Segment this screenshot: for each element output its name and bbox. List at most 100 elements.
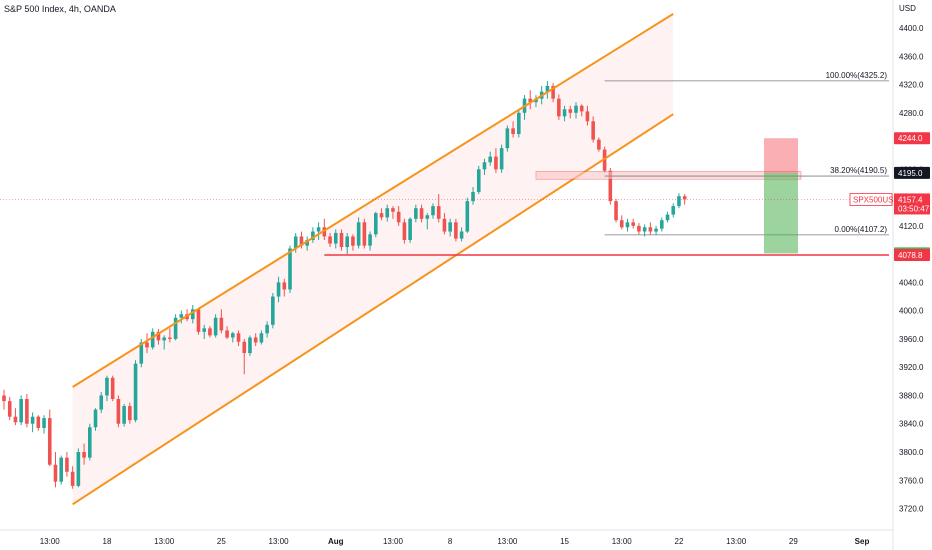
- candle[interactable]: [145, 333, 149, 354]
- candle[interactable]: [179, 310, 184, 324]
- candle[interactable]: [162, 335, 166, 350]
- candle[interactable]: [482, 158, 487, 175]
- candle[interactable]: [105, 375, 109, 402]
- candle[interactable]: [368, 231, 372, 251]
- candle[interactable]: [116, 395, 121, 428]
- support-price-tag[interactable]: 4078.8: [894, 248, 930, 261]
- candle[interactable]: [19, 395, 23, 426]
- candle[interactable]: [231, 331, 235, 343]
- candle[interactable]: [396, 206, 401, 226]
- candle[interactable]: [82, 443, 86, 465]
- candle[interactable]: [585, 105, 590, 126]
- candle[interactable]: [213, 314, 218, 338]
- candle[interactable]: [328, 232, 332, 248]
- candle[interactable]: [42, 415, 46, 434]
- candle[interactable]: [110, 375, 115, 402]
- candle[interactable]: [333, 229, 338, 249]
- candle[interactable]: [665, 211, 670, 223]
- candle[interactable]: [356, 217, 361, 249]
- candle[interactable]: [476, 165, 481, 195]
- candle[interactable]: [528, 90, 533, 110]
- candle[interactable]: [53, 452, 58, 488]
- candle[interactable]: [248, 335, 252, 356]
- candle[interactable]: [122, 403, 126, 427]
- candle[interactable]: [505, 125, 510, 152]
- candle[interactable]: [551, 83, 555, 103]
- candle[interactable]: [568, 105, 573, 119]
- candle[interactable]: [128, 402, 132, 424]
- candle[interactable]: [271, 293, 275, 329]
- candle[interactable]: [648, 222, 653, 235]
- candle[interactable]: [442, 213, 447, 235]
- candle[interactable]: [465, 197, 470, 233]
- candle[interactable]: [408, 217, 412, 243]
- candle[interactable]: [93, 408, 98, 431]
- candle[interactable]: [76, 448, 81, 488]
- candle[interactable]: [351, 234, 355, 251]
- candle[interactable]: [13, 408, 18, 426]
- candle[interactable]: [391, 206, 395, 219]
- candle[interactable]: [436, 194, 441, 223]
- candle[interactable]: [339, 229, 344, 251]
- candle[interactable]: [419, 204, 424, 223]
- candle[interactable]: [591, 116, 595, 143]
- candle[interactable]: [579, 104, 584, 117]
- candle[interactable]: [614, 199, 618, 223]
- candle[interactable]: [265, 321, 269, 338]
- candle[interactable]: [454, 218, 458, 242]
- candle[interactable]: [88, 423, 92, 461]
- candle[interactable]: [190, 305, 195, 324]
- candle[interactable]: [385, 204, 390, 222]
- candle[interactable]: [47, 409, 52, 467]
- candle[interactable]: [242, 338, 247, 375]
- candle[interactable]: [494, 148, 498, 173]
- candle[interactable]: [625, 218, 630, 232]
- candle[interactable]: [99, 391, 104, 414]
- candle[interactable]: [471, 187, 475, 205]
- candle[interactable]: [642, 224, 647, 237]
- candle[interactable]: [236, 330, 241, 346]
- candle[interactable]: [168, 328, 172, 343]
- candle[interactable]: [374, 211, 378, 238]
- candle[interactable]: [637, 223, 641, 235]
- candle[interactable]: [677, 193, 681, 209]
- candle[interactable]: [425, 213, 430, 230]
- candle[interactable]: [660, 217, 664, 232]
- candle[interactable]: [59, 455, 63, 485]
- channel-upper-line[interactable]: [72, 13, 674, 388]
- candle[interactable]: [133, 360, 138, 423]
- candle[interactable]: [202, 324, 206, 339]
- candle[interactable]: [2, 389, 6, 410]
- candle[interactable]: [282, 278, 287, 297]
- candle[interactable]: [379, 208, 384, 221]
- candle[interactable]: [156, 329, 161, 345]
- candle[interactable]: [414, 204, 418, 223]
- candle[interactable]: [259, 330, 264, 345]
- candle[interactable]: [557, 94, 561, 120]
- candle[interactable]: [362, 218, 367, 249]
- stop-zone[interactable]: [764, 138, 798, 173]
- candle[interactable]: [65, 452, 69, 477]
- candle[interactable]: [402, 218, 407, 244]
- candle[interactable]: [219, 309, 224, 334]
- candle[interactable]: [534, 95, 538, 108]
- target-zone[interactable]: [764, 172, 798, 254]
- candle[interactable]: [276, 276, 281, 303]
- candle[interactable]: [305, 236, 309, 251]
- entry-price-tag[interactable]: 4195.0: [894, 166, 930, 179]
- candle[interactable]: [545, 81, 550, 99]
- candle[interactable]: [150, 328, 155, 350]
- candle[interactable]: [448, 218, 452, 237]
- candle[interactable]: [654, 225, 658, 236]
- candle[interactable]: [562, 105, 567, 122]
- candle[interactable]: [499, 144, 504, 173]
- candle[interactable]: [619, 215, 624, 230]
- candle[interactable]: [208, 326, 212, 338]
- candle[interactable]: [225, 326, 229, 339]
- candle[interactable]: [25, 394, 29, 428]
- candle[interactable]: [70, 466, 75, 489]
- candle[interactable]: [311, 227, 315, 243]
- candle[interactable]: [345, 232, 349, 255]
